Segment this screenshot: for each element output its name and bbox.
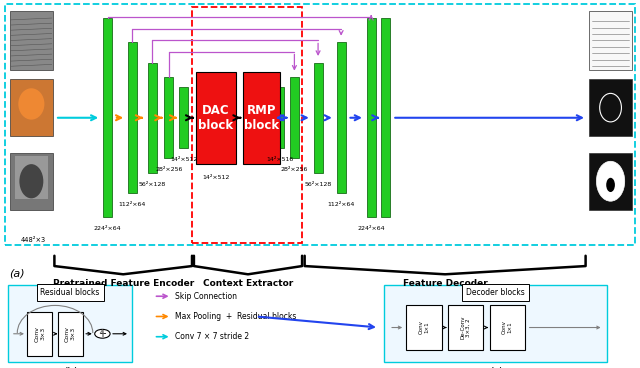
Bar [490, 305, 525, 350]
Text: 112²×64: 112²×64 [328, 202, 355, 208]
Text: Conv
1×1: Conv 1×1 [419, 321, 429, 335]
Bar [337, 42, 346, 193]
Bar [27, 312, 52, 356]
Bar [589, 153, 632, 210]
Text: 14²×516: 14²×516 [266, 158, 293, 162]
Ellipse shape [19, 88, 44, 120]
Text: 56²×128: 56²×128 [139, 182, 166, 187]
Text: (a): (a) [9, 269, 24, 279]
Ellipse shape [606, 178, 615, 192]
Ellipse shape [19, 164, 44, 198]
Bar [243, 72, 280, 164]
Text: Max Pooling  +  Residual blocks: Max Pooling + Residual blocks [175, 312, 296, 321]
Text: RMP
block: RMP block [244, 104, 279, 132]
Text: 28²×256: 28²×256 [156, 167, 182, 173]
Bar [192, 7, 302, 243]
Text: +: + [99, 329, 106, 339]
Text: Decoder blocks: Decoder blocks [466, 288, 525, 297]
Bar [589, 11, 632, 70]
Text: 112²×64: 112²×64 [119, 202, 146, 208]
Text: Skip Connection: Skip Connection [175, 292, 237, 301]
Bar [290, 77, 299, 158]
Text: 224²×64: 224²×64 [357, 226, 385, 231]
Circle shape [95, 329, 110, 338]
Bar [164, 77, 173, 158]
Bar [179, 87, 188, 148]
Bar [58, 312, 83, 356]
Ellipse shape [596, 161, 625, 201]
Bar [148, 63, 157, 173]
Text: Residual blocks: Residual blocks [40, 288, 100, 297]
Text: DAC
block: DAC block [198, 104, 233, 132]
Text: Pretrained Feature Encoder: Pretrained Feature Encoder [52, 279, 194, 289]
Bar [589, 79, 632, 136]
Text: Conv
1×1: Conv 1×1 [502, 321, 513, 335]
Text: Conv
3×3: Conv 3×3 [65, 326, 76, 342]
Bar [448, 305, 483, 350]
Bar [5, 4, 635, 245]
Bar [10, 79, 53, 136]
Text: Context Extractor: Context Extractor [203, 279, 293, 289]
Bar [15, 156, 48, 199]
Bar [10, 11, 53, 70]
Bar [367, 18, 376, 217]
Text: 56²×128: 56²×128 [305, 182, 332, 187]
Text: 28²×256: 28²×256 [281, 167, 308, 173]
Bar [103, 18, 112, 217]
Bar [406, 305, 442, 350]
Text: (b): (b) [62, 367, 78, 368]
Text: 448²×3: 448²×3 [20, 237, 46, 243]
Text: 224²×64: 224²×64 [93, 226, 122, 231]
Text: Conv
3×3: Conv 3×3 [35, 326, 45, 342]
Bar [10, 153, 53, 210]
Bar [384, 285, 607, 362]
Text: (c): (c) [488, 367, 503, 368]
Bar [381, 18, 390, 217]
Bar [128, 42, 137, 193]
Text: 14²×512: 14²×512 [170, 158, 197, 162]
Text: Conv 7 × 7 stride 2: Conv 7 × 7 stride 2 [175, 332, 249, 341]
Text: De-Conv
3×3, 2: De-Conv 3×3, 2 [460, 316, 471, 339]
Bar [196, 72, 236, 164]
Text: 14²×512: 14²×512 [202, 175, 229, 180]
Bar [314, 63, 323, 173]
Bar [275, 87, 284, 148]
Text: Feature Decoder: Feature Decoder [403, 279, 488, 289]
Bar [8, 285, 132, 362]
